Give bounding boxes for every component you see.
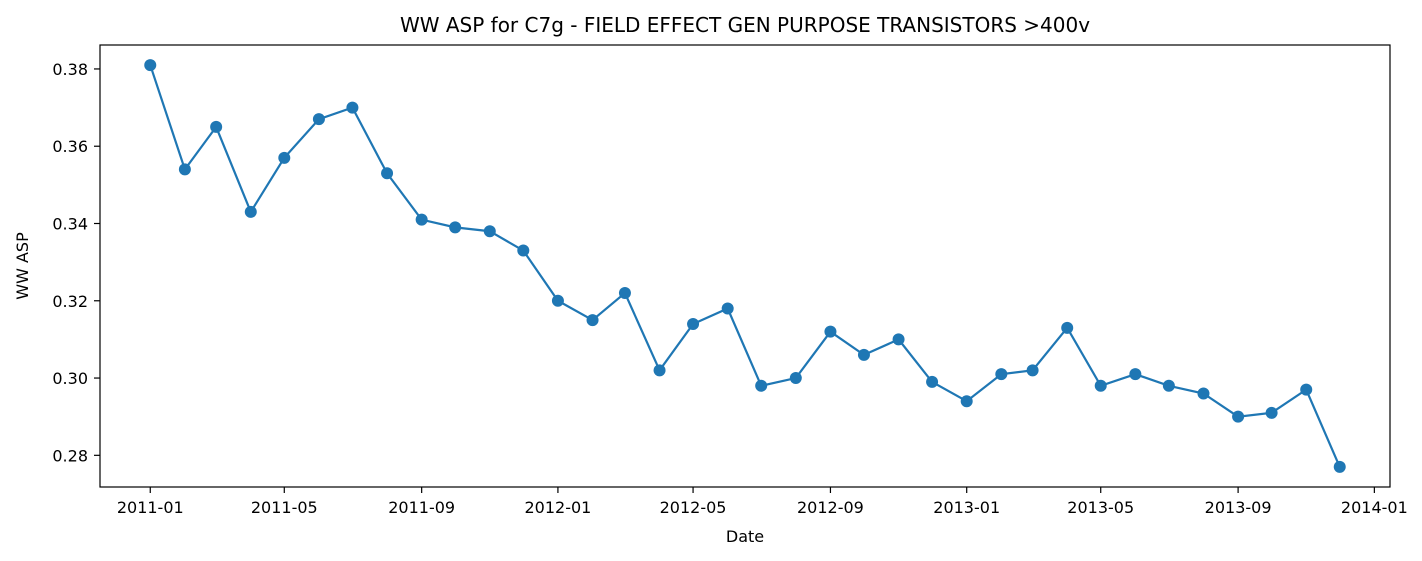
x-axis-title: Date bbox=[726, 527, 764, 546]
x-tick-label: 2011-09 bbox=[388, 498, 455, 517]
x-tick-label: 2013-05 bbox=[1067, 498, 1134, 517]
x-tick-label: 2012-01 bbox=[524, 498, 591, 517]
y-tick-label: 0.28 bbox=[52, 446, 88, 465]
data-point-2011-05 bbox=[278, 151, 291, 164]
data-point-2013-01 bbox=[960, 395, 973, 408]
data-point-2013-04 bbox=[1061, 321, 1074, 334]
data-point-2011-06 bbox=[312, 113, 325, 126]
data-point-2011-11 bbox=[483, 225, 496, 238]
data-point-2013-05 bbox=[1094, 379, 1107, 392]
data-point-2011-04 bbox=[244, 205, 257, 218]
x-axis: 2011-01 2011-05 2011-09 2012-01 2012-05 2012-… bbox=[117, 487, 1408, 517]
x-tick-label: 2012-09 bbox=[797, 498, 864, 517]
data-point-2012-07 bbox=[755, 379, 768, 392]
data-point-2011-08 bbox=[381, 167, 394, 180]
data-point-2013-08 bbox=[1197, 387, 1210, 400]
x-tick-label: 2011-05 bbox=[251, 498, 318, 517]
data-point-2013-07 bbox=[1162, 379, 1175, 392]
axes-frame bbox=[99, 44, 1391, 488]
x-tick-label: 2012-05 bbox=[660, 498, 727, 517]
data-point-2012-11 bbox=[892, 333, 905, 346]
data-point-2012-04 bbox=[653, 364, 666, 377]
data-point-2013-11 bbox=[1300, 383, 1313, 396]
y-axis-title: WW ASP bbox=[13, 232, 32, 300]
data-point-2012-02 bbox=[586, 314, 599, 327]
data-point-2011-09 bbox=[415, 213, 428, 226]
data-point-2013-02 bbox=[995, 368, 1008, 381]
y-tick-label: 0.36 bbox=[52, 137, 88, 156]
y-tick-label: 0.38 bbox=[52, 60, 88, 79]
data-point-2011-01 bbox=[144, 59, 157, 72]
data-point-2012-10 bbox=[857, 348, 870, 361]
data-point-2012-05 bbox=[687, 317, 700, 330]
data-point-2011-10 bbox=[449, 221, 462, 234]
data-point-2013-09 bbox=[1232, 410, 1245, 423]
data-point-2013-12 bbox=[1333, 460, 1346, 473]
plot-area bbox=[144, 59, 1346, 473]
x-tick-label: 2011-01 bbox=[117, 498, 184, 517]
x-tick-label: 2013-09 bbox=[1205, 498, 1272, 517]
y-tick-label: 0.30 bbox=[52, 369, 88, 388]
data-point-2011-02 bbox=[178, 163, 191, 176]
data-point-2012-06 bbox=[721, 302, 734, 315]
x-tick-label: 2014-01 bbox=[1341, 498, 1408, 517]
x-tick-label: 2013-01 bbox=[933, 498, 1000, 517]
y-axis: 0.28 0.30 0.32 0.34 0.36 0.38 bbox=[52, 60, 100, 465]
chart-title: WW ASP for C7g - FIELD EFFECT GEN PURPOS… bbox=[400, 13, 1090, 37]
data-point-2011-12 bbox=[517, 244, 530, 257]
data-point-2013-03 bbox=[1026, 364, 1039, 377]
data-point-2012-12 bbox=[926, 375, 939, 388]
data-point-2011-03 bbox=[210, 120, 223, 133]
data-point-2013-06 bbox=[1129, 368, 1142, 381]
data-point-2012-08 bbox=[789, 372, 802, 385]
data-point-2012-01 bbox=[551, 294, 564, 307]
y-tick-label: 0.34 bbox=[52, 215, 88, 234]
data-point-2013-10 bbox=[1265, 406, 1278, 419]
data-point-2012-03 bbox=[618, 287, 631, 300]
data-point-2012-09 bbox=[824, 325, 837, 338]
y-tick-label: 0.32 bbox=[52, 292, 88, 311]
data-point-2011-07 bbox=[346, 101, 359, 114]
series-line bbox=[149, 64, 1341, 468]
